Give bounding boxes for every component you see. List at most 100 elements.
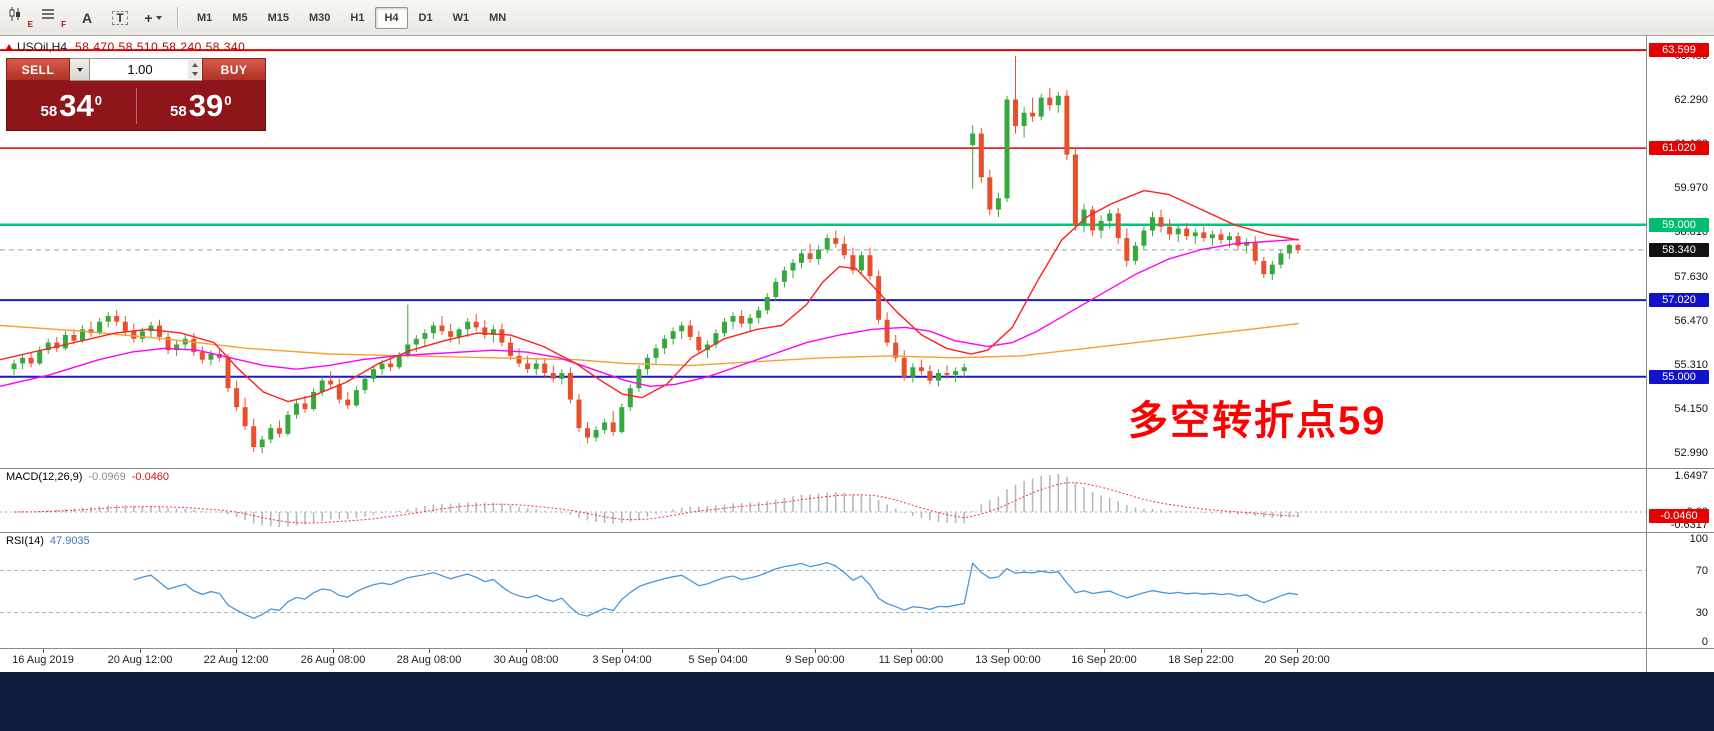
time-tick [1008, 649, 1009, 653]
buy-button[interactable]: BUY [202, 58, 266, 81]
price-scale-label: 59.970 [1674, 182, 1708, 194]
macd-canvas [0, 474, 1646, 527]
candles [11, 55, 1301, 454]
volume-preset-dropdown[interactable] [70, 58, 90, 81]
buy-price-display[interactable]: 58 39 0 [137, 90, 266, 121]
macd-scale-max: 1.6497 [1674, 470, 1708, 482]
price-scale-label: 55.310 [1674, 359, 1708, 371]
timeframe-m15-button[interactable]: M15 [259, 7, 298, 29]
dropdown-caret-icon [155, 15, 162, 20]
time-axis-label: 22 Aug 12:00 [203, 654, 269, 666]
timeframe-w1-button[interactable]: W1 [444, 7, 479, 29]
volume-up-button[interactable] [191, 62, 198, 67]
bottom-bar [0, 672, 1714, 731]
time-tick [429, 649, 430, 653]
sell-button[interactable]: SELL [6, 58, 70, 81]
rsi-name: RSI(14) [6, 535, 44, 547]
volume-input[interactable] [90, 59, 202, 80]
time-tick [911, 649, 912, 653]
macd-scale: 1.64970.00-0.6317-0.0460 [1646, 469, 1714, 532]
price-chart-panel: USOil,H4 58.470 58.510 58.240 58.340 SELL… [0, 36, 1714, 468]
time-axis-corner [1646, 649, 1714, 672]
sell-price-pips: 34 [59, 88, 94, 123]
icon-badge-letter: F [61, 19, 66, 29]
volume-field-wrap [90, 58, 202, 81]
timeframe-mn-button[interactable]: MN [480, 7, 515, 29]
buy-price-sup: 0 [224, 93, 232, 108]
main-toolbar: E F A T + M1 M5 M15 M30 H1 H4 D1 W1 MN [0, 0, 1714, 36]
time-tick [140, 649, 141, 653]
price-chart-plot[interactable]: USOil,H4 58.470 58.510 58.240 58.340 SELL… [0, 36, 1646, 468]
timeframe-m1-button[interactable]: M1 [188, 7, 221, 29]
time-tick [815, 649, 816, 653]
time-axis-label: 28 Aug 08:00 [396, 654, 462, 666]
rsi-plot[interactable]: RSI(14) 47.9035 [0, 533, 1646, 648]
level-badge-61020: 61.020 [1649, 141, 1709, 155]
timeframe-m30-button[interactable]: M30 [300, 7, 339, 29]
rsi-line [133, 562, 1299, 620]
ma-fast-line[interactable] [0, 189, 1299, 403]
timeframe-d1-button[interactable]: D1 [410, 7, 442, 29]
icon-badge-letter: E [27, 19, 33, 29]
macd-panel: MACD(12,26,9) -0.0969 -0.0460 1.64970.00-0… [0, 468, 1714, 532]
text-box-button[interactable]: T [105, 5, 135, 31]
candlestick-icon [9, 6, 20, 21]
ma-medium-line[interactable] [0, 238, 1299, 388]
text-annotation-icon: A [81, 9, 93, 26]
time-axis-labels[interactable]: 16 Aug 2019 20 Aug 12:00 22 Aug 12:00 26 Au… [0, 649, 1646, 672]
bid-ask-display: 58 34 0 58 39 0 [6, 81, 266, 131]
sell-price-base: 58 [40, 103, 58, 120]
macd-signal-value: -0.0460 [131, 471, 170, 483]
time-tick [236, 649, 237, 653]
toolbar-icon-group: E F A T + [6, 5, 171, 31]
time-axis-label: 16 Aug 2019 [12, 654, 74, 666]
volume-spinner [188, 60, 201, 79]
rsi-scale-label: 0 [1701, 636, 1708, 648]
macd-signal-line [13, 482, 1299, 524]
sell-price-display[interactable]: 58 34 0 [7, 90, 136, 121]
volume-down-button[interactable] [191, 72, 198, 77]
time-tick [1201, 649, 1202, 653]
time-axis-label: 30 Aug 08:00 [493, 654, 559, 666]
macd-plot[interactable]: MACD(12,26,9) -0.0969 -0.0460 [0, 469, 1646, 532]
rsi-scale-label: 100 [1689, 533, 1708, 545]
time-axis-label: 9 Sep 00:00 [785, 654, 845, 666]
level-badge-63599: 63.599 [1649, 43, 1709, 57]
price-marker-icon [5, 44, 13, 51]
current-price-badge: 58.340 [1649, 243, 1709, 257]
time-axis-label: 5 Sep 04:00 [688, 654, 748, 666]
price-divider [135, 87, 137, 124]
chart-annotation-text: 多空转折点59 [1128, 399, 1387, 443]
crosshair-icon: + [144, 9, 153, 26]
timeframe-h4-button[interactable]: H4 [375, 6, 408, 29]
buy-price-pips: 39 [188, 88, 224, 123]
time-tick [1104, 649, 1105, 653]
price-scale: 63.45062.29061.12059.97058.81057.63056.4… [1646, 36, 1714, 468]
buy-price-base: 58 [170, 103, 187, 120]
time-tick [718, 649, 719, 653]
level-badge-57020: 57.020 [1649, 293, 1709, 307]
timeframe-m5-button[interactable]: M5 [223, 7, 256, 29]
price-scale-label: 52.990 [1674, 447, 1708, 459]
crosshair-button[interactable]: + [138, 5, 168, 31]
time-tick [1297, 649, 1298, 653]
rsi-scale-label: 30 [1695, 607, 1708, 619]
sell-price-sup: 0 [94, 93, 102, 108]
timeframe-h1-button[interactable]: H1 [341, 7, 373, 29]
rsi-canvas [0, 562, 1646, 620]
macd-histogram [21, 474, 1299, 527]
ma-slow-line[interactable] [0, 322, 1299, 367]
level-badge-55000: 55.000 [1649, 370, 1709, 384]
rsi-scale-label: 70 [1695, 565, 1708, 577]
candlestick-chart-button[interactable]: E [6, 5, 36, 31]
text-annotation-button[interactable]: A [72, 5, 102, 31]
time-axis-label: 26 Aug 08:00 [300, 654, 366, 666]
price-chart-canvas [0, 49, 1646, 454]
rsi-indicator-label: RSI(14) 47.9035 [6, 535, 96, 547]
time-axis-label: 20 Aug 12:00 [107, 654, 173, 666]
price-scale-label: 57.630 [1674, 271, 1708, 283]
macd-name: MACD(12,26,9) [6, 471, 83, 483]
time-tick [622, 649, 623, 653]
rsi-panel: RSI(14) 47.9035 100 70 30 0 [0, 532, 1714, 648]
indicator-grid-button[interactable]: F [39, 5, 69, 31]
